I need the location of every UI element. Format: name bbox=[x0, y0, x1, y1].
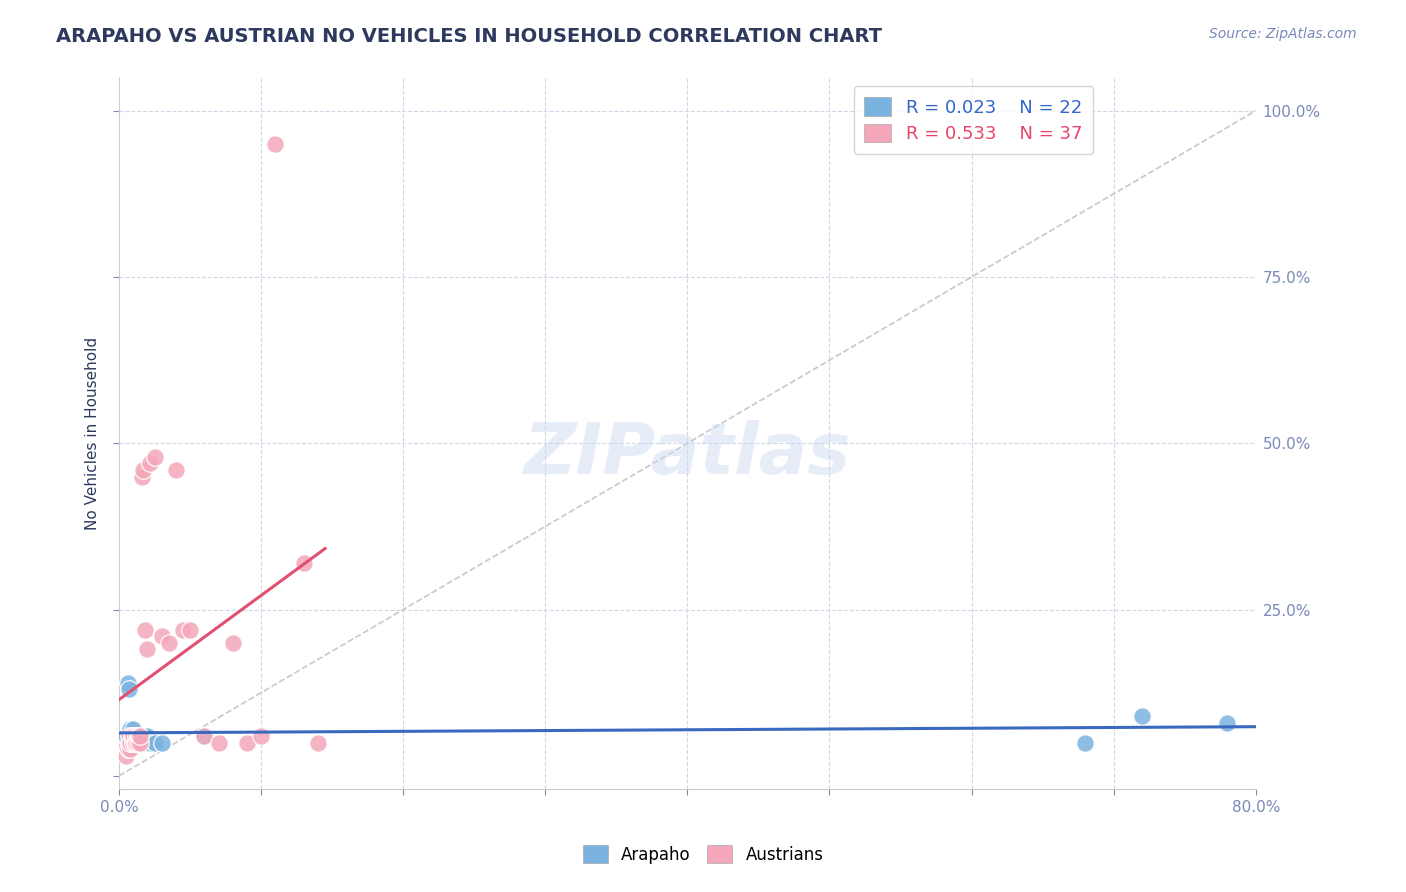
Point bbox=[129, 735, 152, 749]
Point bbox=[125, 735, 148, 749]
Text: ARAPAHO VS AUSTRIAN NO VEHICLES IN HOUSEHOLD CORRELATION CHART: ARAPAHO VS AUSTRIAN NO VEHICLES IN HOUSE… bbox=[56, 27, 882, 45]
Point bbox=[115, 729, 138, 743]
Point bbox=[121, 729, 143, 743]
Point bbox=[122, 723, 145, 737]
Point bbox=[117, 675, 139, 690]
Point bbox=[127, 735, 149, 749]
Legend: R = 0.023    N = 22, R = 0.533    N = 37: R = 0.023 N = 22, R = 0.533 N = 37 bbox=[853, 87, 1094, 154]
Point bbox=[115, 748, 138, 763]
Point bbox=[131, 469, 153, 483]
Point bbox=[127, 735, 149, 749]
Point bbox=[131, 735, 153, 749]
Point bbox=[307, 735, 329, 749]
Point bbox=[139, 735, 162, 749]
Point bbox=[1130, 709, 1153, 723]
Text: ZIPatlas: ZIPatlas bbox=[523, 420, 851, 489]
Point bbox=[132, 463, 155, 477]
Point bbox=[1216, 715, 1239, 730]
Point bbox=[118, 682, 141, 697]
Point bbox=[120, 742, 142, 756]
Point bbox=[114, 742, 136, 756]
Point bbox=[193, 729, 215, 743]
Point bbox=[179, 623, 201, 637]
Point bbox=[150, 629, 173, 643]
Point bbox=[136, 729, 159, 743]
Point bbox=[120, 723, 142, 737]
Point bbox=[128, 729, 150, 743]
Point bbox=[150, 735, 173, 749]
Point bbox=[117, 742, 139, 756]
Point bbox=[121, 729, 143, 743]
Point bbox=[125, 735, 148, 749]
Point bbox=[250, 729, 273, 743]
Point bbox=[118, 729, 141, 743]
Text: Source: ZipAtlas.com: Source: ZipAtlas.com bbox=[1209, 27, 1357, 41]
Point bbox=[143, 735, 166, 749]
Point bbox=[193, 729, 215, 743]
Point bbox=[264, 136, 287, 151]
Point bbox=[134, 623, 156, 637]
Point bbox=[139, 456, 162, 470]
Point bbox=[124, 729, 146, 743]
Point bbox=[165, 463, 187, 477]
Point bbox=[292, 556, 315, 570]
Point bbox=[207, 735, 229, 749]
Point bbox=[1074, 735, 1097, 749]
Point bbox=[129, 729, 152, 743]
Point bbox=[124, 735, 146, 749]
Point bbox=[127, 729, 149, 743]
Point bbox=[172, 623, 194, 637]
Point bbox=[120, 735, 142, 749]
Point bbox=[134, 729, 156, 743]
Legend: Arapaho, Austrians: Arapaho, Austrians bbox=[576, 838, 830, 871]
Point bbox=[143, 450, 166, 464]
Y-axis label: No Vehicles in Household: No Vehicles in Household bbox=[86, 336, 100, 530]
Point bbox=[122, 729, 145, 743]
Point bbox=[157, 636, 180, 650]
Point bbox=[222, 636, 245, 650]
Point bbox=[128, 729, 150, 743]
Point bbox=[132, 735, 155, 749]
Point bbox=[129, 735, 152, 749]
Point bbox=[236, 735, 259, 749]
Point bbox=[125, 729, 148, 743]
Point bbox=[118, 735, 141, 749]
Point bbox=[122, 735, 145, 749]
Point bbox=[136, 642, 159, 657]
